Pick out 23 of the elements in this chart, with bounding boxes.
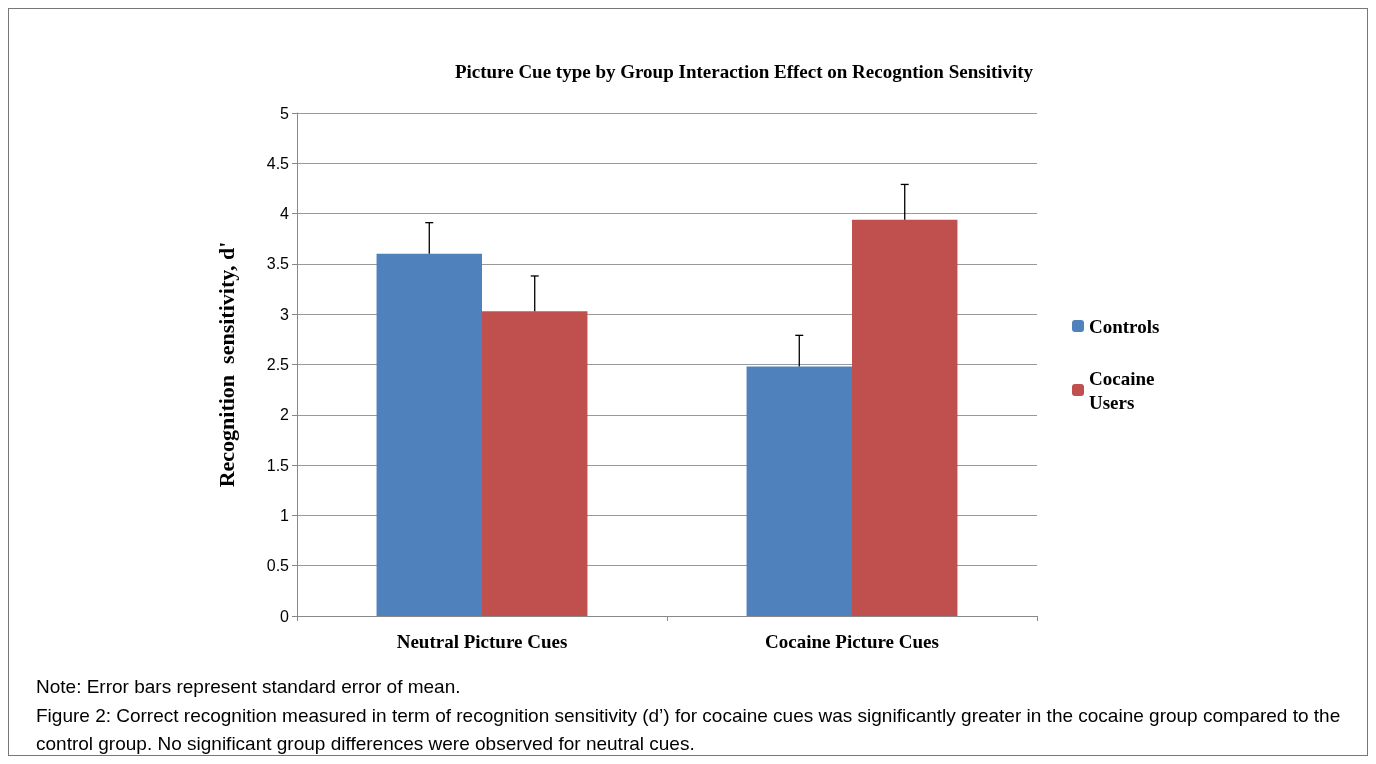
y-tick-label: 1 xyxy=(280,506,290,524)
bar xyxy=(746,366,852,616)
y-tick-label: 0 xyxy=(280,607,290,625)
x-tick-label: Cocaine Picture Cues xyxy=(765,631,939,652)
y-tick-label: 3 xyxy=(280,305,290,323)
y-tick-label: 5 xyxy=(280,104,290,122)
y-axis-title: Recognition sensitivity, d' xyxy=(213,241,239,488)
y-tick-label: 4.5 xyxy=(266,154,290,172)
x-tick-label: Neutral Picture Cues xyxy=(396,631,568,652)
legend-label: Controls xyxy=(1089,315,1160,337)
y-tick-label: 2 xyxy=(280,406,290,424)
y-tick-label: 1.5 xyxy=(266,456,290,474)
y-tick-label: 3.5 xyxy=(266,255,290,273)
legend-label: Cocaine Users xyxy=(1089,367,1160,413)
bar xyxy=(376,253,482,616)
bar xyxy=(482,311,588,616)
y-tick-label: 4 xyxy=(280,205,290,223)
chart-title: Picture Cue type by Group Interaction Effect on Recogntion Sensitivity xyxy=(454,61,1034,82)
y-tick-label: 2.5 xyxy=(266,356,290,373)
bar xyxy=(852,219,958,616)
text: Note: Error bars represent standard error of mean. xyxy=(36,675,461,697)
caption: Figure 2: Correct recognition measured in term of recognition sensitivity (d’) for cocaine cues was significantly greater in the cocaine group compared to the control group. No significant group differences were observed for neutral cues. xyxy=(36,704,1346,754)
y-tick-label: 0.5 xyxy=(266,557,290,575)
